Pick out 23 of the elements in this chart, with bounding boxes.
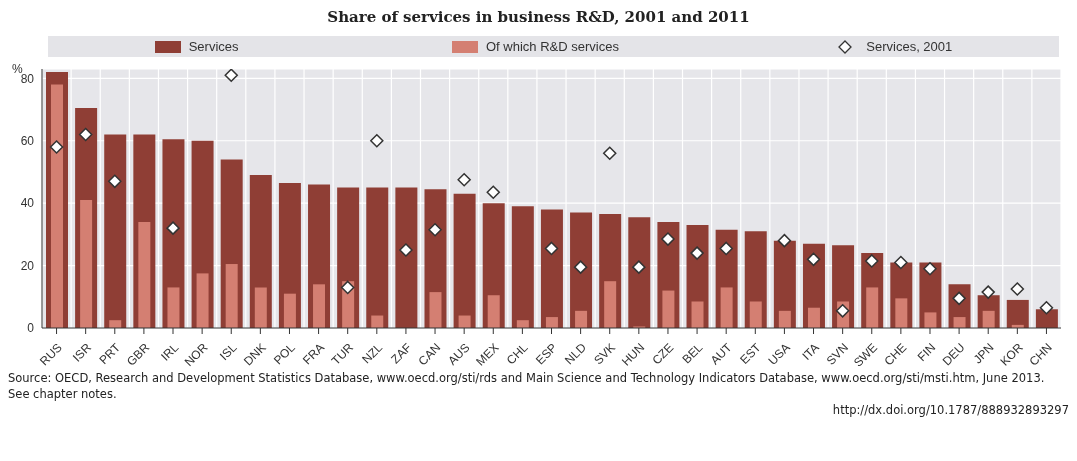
x-tick-label: ISR <box>69 340 95 365</box>
x-tick-label: BEL <box>679 340 706 367</box>
legend-label: Services <box>188 39 239 54</box>
y-tick-label: 20 <box>20 258 35 273</box>
x-tick-label: IRL <box>158 340 182 364</box>
x-tick-label: FRA <box>300 340 327 368</box>
x-tick-label: TUR <box>328 340 357 368</box>
x-tick-label: FIN <box>914 340 939 365</box>
legend-label: Of which R&D services <box>485 39 619 54</box>
y-tick-label: 40 <box>20 196 35 211</box>
x-tick-label: POL <box>270 340 299 368</box>
x-tick-label: NZL <box>359 340 386 367</box>
x-tick-label: ISL <box>216 340 240 364</box>
x-tick-label: ITA <box>799 340 822 363</box>
y-tick-label: 60 <box>20 134 35 149</box>
x-tick-label: USA <box>765 340 793 368</box>
x-tick-label: CHL <box>503 340 531 368</box>
legend-label: Services, 2001 <box>866 39 953 54</box>
y-axis-title: % <box>12 62 23 76</box>
text: http://dx.doi.org/10.1787/888932893297 <box>831 402 1069 418</box>
chart-title: Share of services in business R&D, 2001 and 2011 <box>326 8 751 26</box>
y-tick-label: 0 <box>27 321 35 336</box>
source-note: Source: OECD, Research and Development Statistics Database, www.oecd.org/sti/rds and Main Science and Technology Indicators Database, www.oecd.org/sti/msti.htm, June 2013. See chapter notes. <box>8 370 1046 402</box>
